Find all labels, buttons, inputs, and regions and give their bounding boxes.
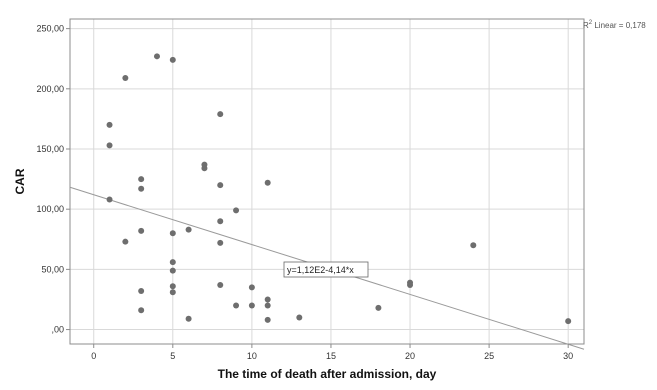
- data-point: [407, 282, 414, 289]
- fit-equation-box: [283, 261, 369, 278]
- data-point: [169, 230, 176, 237]
- data-point: [217, 111, 224, 118]
- data-point: [565, 318, 572, 325]
- x-tick-label: 15: [326, 351, 336, 361]
- data-point: [106, 142, 113, 149]
- plot-area-frame: [69, 18, 585, 345]
- data-point: [169, 267, 176, 274]
- data-point: [185, 315, 192, 322]
- fit-equation-text: y=1,12E2-4,14*x: [287, 265, 354, 275]
- y-tick-label: 150,00: [36, 144, 64, 154]
- x-tick-label: 0: [91, 351, 96, 361]
- data-point: [106, 121, 113, 128]
- data-point: [264, 179, 271, 186]
- data-point: [106, 196, 113, 203]
- r2-prefix: R: [583, 21, 589, 30]
- y-tick-label: 200,00: [36, 84, 64, 94]
- data-point: [233, 207, 240, 214]
- x-tick-label: 30: [563, 351, 573, 361]
- data-point: [375, 304, 382, 311]
- data-point: [264, 296, 271, 303]
- data-point: [169, 259, 176, 266]
- data-point: [169, 289, 176, 296]
- data-point: [217, 218, 224, 225]
- r2-value: Linear = 0,178: [592, 21, 646, 30]
- data-point: [122, 74, 129, 81]
- y-tick-label: ,00: [51, 325, 64, 335]
- data-point: [138, 288, 145, 295]
- data-point: [264, 302, 271, 309]
- data-point: [138, 227, 145, 234]
- data-point: [296, 314, 303, 321]
- y-tick-label: 250,00: [36, 24, 64, 34]
- data-point: [153, 53, 160, 60]
- data-point: [201, 165, 208, 172]
- y-axis-ticks: ,00 50,00 100,00 150,00 200,00 250,00: [36, 24, 70, 335]
- fit-equation-label: y=1,12E2-4,14*x: [283, 261, 369, 278]
- y-tick-label: 50,00: [41, 264, 64, 274]
- x-tick-label: 20: [405, 351, 415, 361]
- x-tick-label: 10: [247, 351, 257, 361]
- data-point: [169, 56, 176, 63]
- data-point: [169, 283, 176, 290]
- data-point: [264, 316, 271, 323]
- data-point: [217, 182, 224, 189]
- data-point: [470, 242, 477, 249]
- r2-label: R2 Linear = 0,178: [583, 20, 646, 30]
- data-point: [233, 302, 240, 309]
- data-point: [138, 176, 145, 183]
- x-tick-label: 25: [484, 351, 494, 361]
- data-point: [138, 307, 145, 314]
- y-tick-label: 100,00: [36, 204, 64, 214]
- x-tick-label: 5: [170, 351, 175, 361]
- r2-superscript: 2: [589, 20, 593, 26]
- data-point: [185, 226, 192, 233]
- x-axis-title: The time of death after admission, day: [218, 367, 437, 381]
- data-point: [138, 185, 145, 192]
- data-point: [217, 282, 224, 289]
- data-point: [248, 284, 255, 291]
- y-axis-title: CAR: [13, 168, 27, 194]
- data-points: [106, 53, 572, 325]
- data-point: [217, 239, 224, 246]
- data-point: [122, 238, 129, 245]
- x-axis-ticks: 0 5 10 15 20 25 30: [91, 344, 573, 361]
- data-point: [248, 302, 255, 309]
